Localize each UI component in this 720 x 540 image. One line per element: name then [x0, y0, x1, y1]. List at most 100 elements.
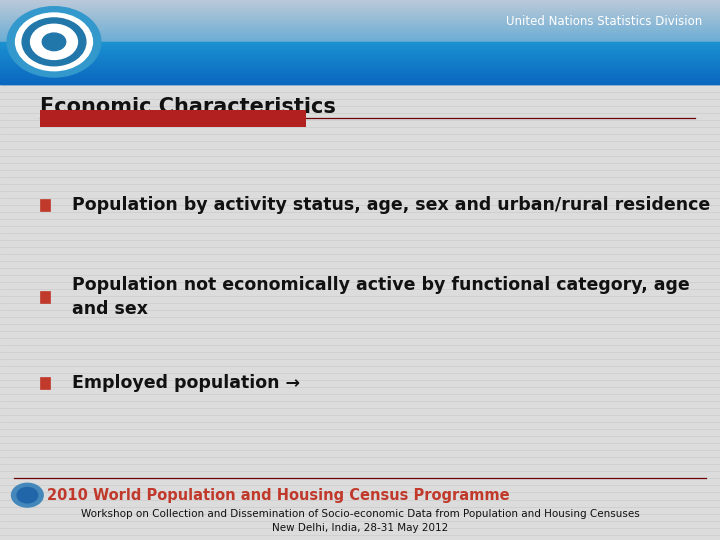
Bar: [0, 75, 720, 76]
Bar: [0, 0, 720, 1]
Bar: [0, 20, 720, 21]
Bar: [0, 29, 720, 30]
Bar: [0, 3, 720, 4]
Bar: [0, 60, 720, 61]
Bar: [0, 56, 720, 57]
Bar: [0, 63, 720, 64]
Bar: [0, 69, 720, 70]
Bar: [0, 63, 720, 64]
Bar: [0, 5, 720, 6]
Bar: [0, 78, 720, 79]
Bar: [0, 56, 720, 57]
Bar: [0, 15, 720, 16]
Bar: [40, 199, 50, 211]
Bar: [0, 42, 720, 43]
Bar: [0, 83, 720, 84]
Bar: [0, 51, 720, 52]
Bar: [0, 49, 720, 50]
Bar: [0, 31, 720, 32]
Circle shape: [7, 6, 101, 77]
Bar: [0, 77, 720, 78]
Text: 2010 World Population and Housing Census Programme: 2010 World Population and Housing Census…: [47, 488, 510, 503]
Bar: [0, 72, 720, 73]
Bar: [0, 46, 720, 47]
Bar: [0, 8, 720, 9]
Bar: [0, 28, 720, 29]
Bar: [0, 67, 720, 68]
Bar: [0, 79, 720, 80]
Bar: [0, 34, 720, 35]
Bar: [0, 82, 720, 83]
Bar: [0, 57, 720, 58]
Circle shape: [42, 33, 66, 51]
Circle shape: [22, 18, 86, 66]
Bar: [0, 45, 720, 46]
Bar: [0, 51, 720, 52]
Bar: [0, 52, 720, 53]
Bar: [0, 62, 720, 63]
Bar: [0, 11, 720, 12]
Bar: [0, 25, 720, 26]
Bar: [0, 64, 720, 65]
Bar: [0, 47, 720, 48]
Bar: [0, 72, 720, 73]
Bar: [0, 48, 720, 49]
Bar: [0, 33, 720, 34]
Bar: [0, 81, 720, 82]
Bar: [0, 24, 720, 25]
Bar: [40, 110, 306, 127]
Bar: [0, 77, 720, 78]
Bar: [0, 68, 720, 69]
Bar: [0, 80, 720, 81]
Bar: [0, 53, 720, 55]
Bar: [0, 22, 720, 23]
Bar: [0, 83, 720, 84]
Bar: [0, 18, 720, 19]
Bar: [0, 38, 720, 39]
Circle shape: [12, 483, 43, 507]
Bar: [0, 47, 720, 48]
Bar: [0, 12, 720, 14]
Bar: [0, 59, 720, 60]
Bar: [0, 66, 720, 67]
Circle shape: [17, 488, 37, 503]
Bar: [0, 48, 720, 49]
Bar: [0, 76, 720, 77]
Bar: [0, 79, 720, 80]
Text: Workshop on Collection and Dissemination of Socio-economic Data from Population : Workshop on Collection and Dissemination…: [81, 509, 639, 519]
Bar: [0, 55, 720, 56]
Bar: [0, 46, 720, 47]
Bar: [0, 62, 720, 63]
Bar: [0, 58, 720, 59]
Bar: [0, 43, 720, 44]
Bar: [0, 65, 720, 66]
Text: Employed population →: Employed population →: [72, 374, 300, 393]
Bar: [0, 55, 720, 56]
Bar: [0, 44, 720, 45]
Bar: [0, 70, 720, 71]
Bar: [0, 67, 720, 68]
Bar: [0, 75, 720, 76]
Bar: [40, 377, 50, 389]
Bar: [0, 35, 720, 36]
Bar: [0, 6, 720, 7]
Bar: [0, 10, 720, 11]
Bar: [0, 26, 720, 27]
Bar: [0, 21, 720, 22]
Circle shape: [16, 13, 92, 71]
Bar: [0, 32, 720, 33]
Text: Population by activity status, age, sex and urban/rural residence: Population by activity status, age, sex …: [72, 196, 710, 214]
Bar: [0, 1, 720, 2]
Bar: [0, 43, 720, 44]
Bar: [0, 41, 720, 42]
Bar: [0, 80, 720, 81]
Bar: [0, 57, 720, 58]
Bar: [0, 70, 720, 71]
Bar: [0, 61, 720, 62]
Bar: [0, 27, 720, 28]
Bar: [0, 4, 720, 5]
Bar: [0, 40, 720, 41]
Bar: [0, 81, 720, 82]
Bar: [0, 64, 720, 65]
Bar: [0, 76, 720, 77]
